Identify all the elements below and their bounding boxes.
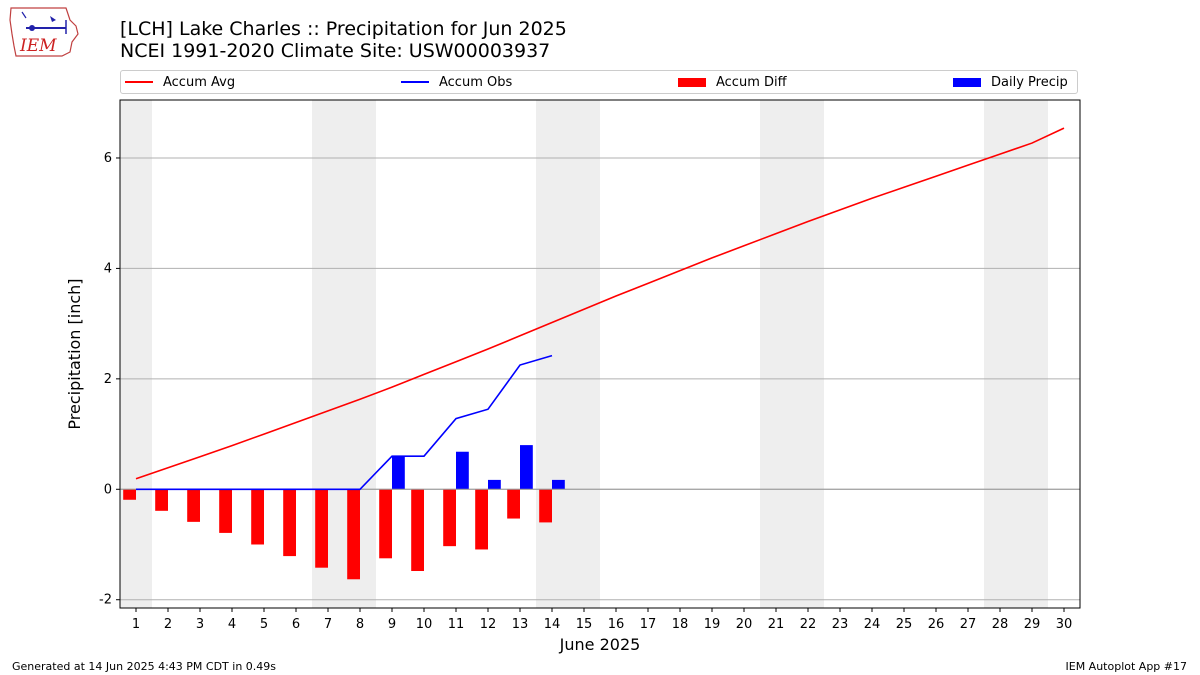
accum-diff-bar: [251, 489, 264, 545]
x-tick-label: 19: [704, 617, 721, 632]
x-tick-label: 24: [864, 617, 881, 632]
title-line-2: NCEI 1991-2020 Climate Site: USW00003937: [120, 40, 551, 62]
x-tick-label: 18: [672, 617, 689, 632]
accum-diff-bar: [347, 489, 360, 580]
accum-diff-bar: [219, 489, 232, 533]
x-tick-label: 21: [768, 617, 785, 632]
accum-avg-line: [135, 127, 1065, 480]
x-tick-label: 23: [832, 617, 849, 632]
footer-app-id: IEM Autoplot App #17: [1065, 660, 1188, 673]
weekend-band: [984, 100, 1048, 608]
x-tick-label: 28: [992, 617, 1009, 632]
legend-swatch-daily-precip: [953, 77, 981, 87]
x-tick-label: 25: [896, 617, 913, 632]
daily-precip-bar: [552, 479, 565, 490]
y-axis-ticks: -2 0 2 4 6: [99, 151, 120, 608]
y-tick-label: 0: [104, 482, 112, 497]
y-tick-label: 2: [104, 372, 112, 387]
accum-diff-bar: [283, 489, 296, 557]
x-tick-label: 17: [640, 617, 657, 632]
accum-diff-bar: [539, 489, 552, 523]
x-tick-label: 9: [388, 617, 396, 632]
accum-diff-bar: [475, 489, 488, 550]
x-tick-label: 30: [1056, 617, 1073, 632]
accum-diff-bar: [411, 489, 424, 572]
legend-label: Daily Precip: [991, 74, 1068, 90]
legend-swatch-accum-avg: [125, 81, 153, 83]
weekend-bands: [120, 100, 1048, 608]
x-tick-label: 16: [608, 617, 625, 632]
accum-obs-line: [136, 354, 553, 491]
daily-precip-bar: [488, 479, 501, 490]
weekend-band: [120, 100, 152, 608]
legend-swatch-accum-diff: [678, 77, 706, 87]
accum-diff-bar: [507, 489, 520, 519]
legend-item-accum-diff: Accum Diff: [678, 71, 787, 93]
accum-diff-bar: [123, 489, 136, 500]
chart-title: [LCH] Lake Charles :: Precipitation for …: [120, 18, 567, 62]
x-tick-label: 3: [196, 617, 204, 632]
x-tick-label: 22: [800, 617, 817, 632]
x-tick-label: 14: [544, 617, 561, 632]
x-tick-label: 8: [356, 617, 364, 632]
x-tick-label: 20: [736, 617, 753, 632]
daily-precip-bar: [520, 445, 533, 490]
x-tick-label: 15: [576, 617, 593, 632]
daily-precip-bar: [392, 456, 405, 490]
svg-text:IEM: IEM: [19, 36, 57, 56]
legend-item-accum-obs: Accum Obs: [401, 71, 512, 93]
accum-diff-bar: [187, 489, 200, 522]
x-tick-label: 1: [132, 617, 140, 632]
daily-precip-bar: [456, 451, 469, 490]
accum-diff-bar: [315, 489, 328, 568]
legend-label: Accum Diff: [716, 74, 787, 90]
y-tick-label: -2: [99, 593, 112, 608]
x-tick-label: 13: [512, 617, 529, 632]
accum-diff-bar: [443, 489, 456, 547]
x-tick-label: 29: [1024, 617, 1041, 632]
plot-frame: [119, 99, 1081, 609]
x-tick-label: 5: [260, 617, 268, 632]
x-tick-label: 6: [292, 617, 300, 632]
legend-swatch-accum-obs: [401, 81, 429, 83]
title-line-1: [LCH] Lake Charles :: Precipitation for …: [120, 18, 567, 40]
x-tick-label: 7: [324, 617, 332, 632]
x-tick-label: 26: [928, 617, 945, 632]
x-tick-label: 27: [960, 617, 977, 632]
x-tick-label: 11: [448, 617, 465, 632]
x-tick-label: 2: [164, 617, 172, 632]
y-axis-label: Precipitation [inch]: [65, 278, 84, 429]
legend-item-daily-precip: Daily Precip: [953, 71, 1068, 93]
legend-label: Accum Obs: [439, 74, 513, 90]
bars: [123, 445, 565, 580]
x-axis-label: June 2025: [559, 635, 641, 654]
legend-item-accum-avg: Accum Avg: [125, 71, 235, 93]
weekend-band: [760, 100, 824, 608]
iem-logo: IEM: [8, 6, 80, 60]
accum-diff-bar: [379, 489, 392, 559]
legend-label: Accum Avg: [163, 74, 236, 90]
y-tick-label: 4: [104, 261, 112, 276]
y-tick-label: 6: [104, 151, 112, 166]
x-tick-label: 12: [480, 617, 497, 632]
weekend-band: [536, 100, 600, 608]
x-tick-label: 10: [416, 617, 433, 632]
legend: Accum Avg Accum Obs Accum Diff Daily Pre…: [120, 70, 1078, 94]
x-axis-ticks: 1 2 3 4 5 6 7 8 9 10 11 12 13 14 15 16 17 18 19 20 21 22 23 24 2…: [132, 608, 1072, 632]
x-tick-label: 4: [228, 617, 236, 632]
accum-diff-bar: [155, 489, 168, 511]
series-lines: [120, 127, 1080, 491]
footer-generated: Generated at 14 Jun 2025 4:43 PM CDT in …: [12, 660, 277, 673]
